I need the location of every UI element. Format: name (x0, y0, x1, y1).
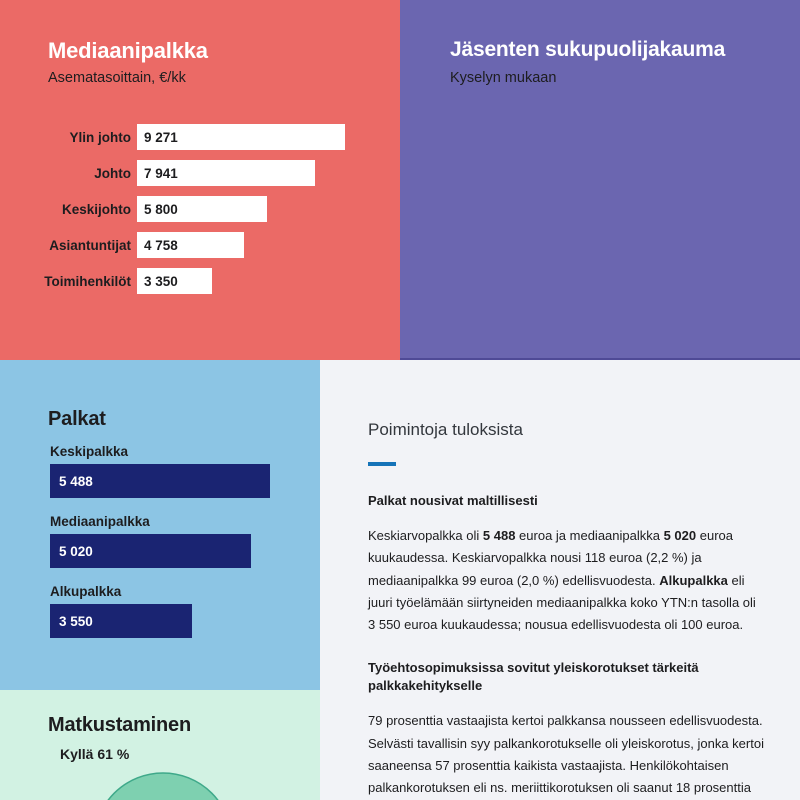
salary-bar-row: Asiantuntijat 4 758 (0, 232, 400, 258)
salary-bar-fill: 9 271 (137, 124, 345, 150)
travel-pie-chart (107, 772, 219, 800)
salary-bar-row: Toimihenkilöt 3 350 (0, 268, 400, 294)
pay-bar-fill: 5 020 (50, 534, 252, 568)
salary-bar-track: 9 271 (137, 124, 345, 150)
panel-title-gender: Jäsenten sukupuolijakauma (450, 38, 726, 61)
panel-subtitle-gender: Kyselyn mukaan (450, 70, 557, 86)
salary-bar-value: 9 271 (144, 129, 178, 145)
pay-bar-label: Keskipalkka (50, 444, 129, 459)
salary-bar-value: 7 941 (144, 165, 178, 181)
travel-pie-slice-kylla (107, 772, 219, 800)
salary-bar-label: Keskijohto (61, 201, 131, 217)
salary-bar-chart: Ylin johto 9 271 Johto 7 941 Keskijohto 5 800… (0, 124, 400, 304)
salary-bar-fill: 5 800 (137, 196, 268, 222)
hl1-text2: euroa ja mediaanipalkka (515, 527, 664, 543)
salary-bar-label: Asiantuntijat (49, 237, 131, 253)
panel-highlights: Poimintoja tuloksista Palkat nousivat ma… (320, 360, 800, 800)
salary-bar-track: 5 800 (137, 196, 268, 222)
pay-bar-item: Alkupalkka 3 550 (50, 584, 310, 638)
hl1-bold3: Alkupalkka (659, 572, 728, 588)
travel-yes-label: Kyllä 61 % (60, 746, 130, 762)
salary-bar-fill: 3 350 (137, 268, 213, 294)
pay-bar-value: 3 550 (59, 613, 93, 629)
highlights-section2-heading: Työehtosopimuksissa sovitut yleiskorotuk… (368, 659, 699, 694)
hl1-bold1: 5 488 (482, 527, 516, 543)
hl1-text4: eli juuri työelämään siirtyneiden mediaa… (368, 572, 756, 633)
highlights-title: Poimintoja tuloksista (368, 420, 523, 439)
panel-title-pay: Palkat (48, 408, 106, 430)
pay-bar-fill: 5 488 (50, 464, 270, 498)
salary-bar-value: 3 350 (144, 273, 178, 289)
highlights-section1-body: Keskiarvopalkka oli 5 488 euroa ja media… (368, 525, 766, 637)
salary-bar-fill: 4 758 (137, 232, 244, 258)
salary-bar-label: Toimihenkilöt (44, 273, 131, 289)
salary-bar-row: Keskijohto 5 800 (0, 196, 400, 222)
panel-subtitle-median-salary: Asematasoittain, €/kk (48, 70, 186, 86)
salary-bar-fill: 7 941 (137, 160, 316, 186)
salary-bar-row: Johto 7 941 (0, 160, 400, 186)
hl1-text3: euroa kuukaudessa. Keskiarvopalkka nousi… (368, 527, 734, 588)
panel-title-travel: Matkustaminen (48, 714, 191, 736)
salary-bar-label: Johto (94, 165, 131, 181)
pay-bar-item: Mediaanipalkka 5 020 (50, 514, 310, 568)
pay-bar-value: 5 488 (59, 473, 93, 489)
pay-bar-chart: Keskipalkka 5 488 Mediaanipalkka 5 020 Alkup… (50, 444, 310, 654)
panel-title-median-salary: Mediaanipalkka (48, 38, 208, 63)
hl1-bold2: 5 020 (663, 527, 697, 543)
pay-bar-label: Alkupalkka (50, 584, 122, 599)
pay-bar-value: 5 020 (59, 543, 93, 559)
salary-bar-track: 4 758 (137, 232, 244, 258)
highlights-section2-body: 79 prosenttia vastaajista kertoi palkkan… (368, 713, 764, 796)
salary-bar-value: 4 758 (144, 237, 178, 253)
highlights-accent-rule (368, 462, 396, 466)
hl1-text1: Keskiarvopalkka oli (368, 527, 483, 543)
salary-bar-track: 7 941 (137, 160, 316, 186)
salary-bar-row: Ylin johto 9 271 (0, 124, 400, 150)
highlights-section1-heading: Palkat nousivat maltillisesti (368, 493, 538, 508)
salary-bar-value: 5 800 (144, 201, 178, 217)
pay-bar-fill: 3 550 (50, 604, 193, 638)
panel-gender-distribution: Jäsenten sukupuolijakauma Kyselyn mukaan… (400, 0, 800, 360)
salary-bar-track: 3 350 (137, 268, 213, 294)
panel-median-salary-by-level: Mediaanipalkka Asematasoittain, €/kk Yli… (0, 0, 400, 360)
pay-bar-item: Keskipalkka 5 488 (50, 444, 310, 498)
pay-bar-label: Mediaanipalkka (50, 514, 150, 529)
salary-bar-label: Ylin johto (69, 129, 132, 145)
panel-pay: Palkat Keskipalkka 5 488 Mediaanipalkka 5 0… (0, 360, 320, 690)
